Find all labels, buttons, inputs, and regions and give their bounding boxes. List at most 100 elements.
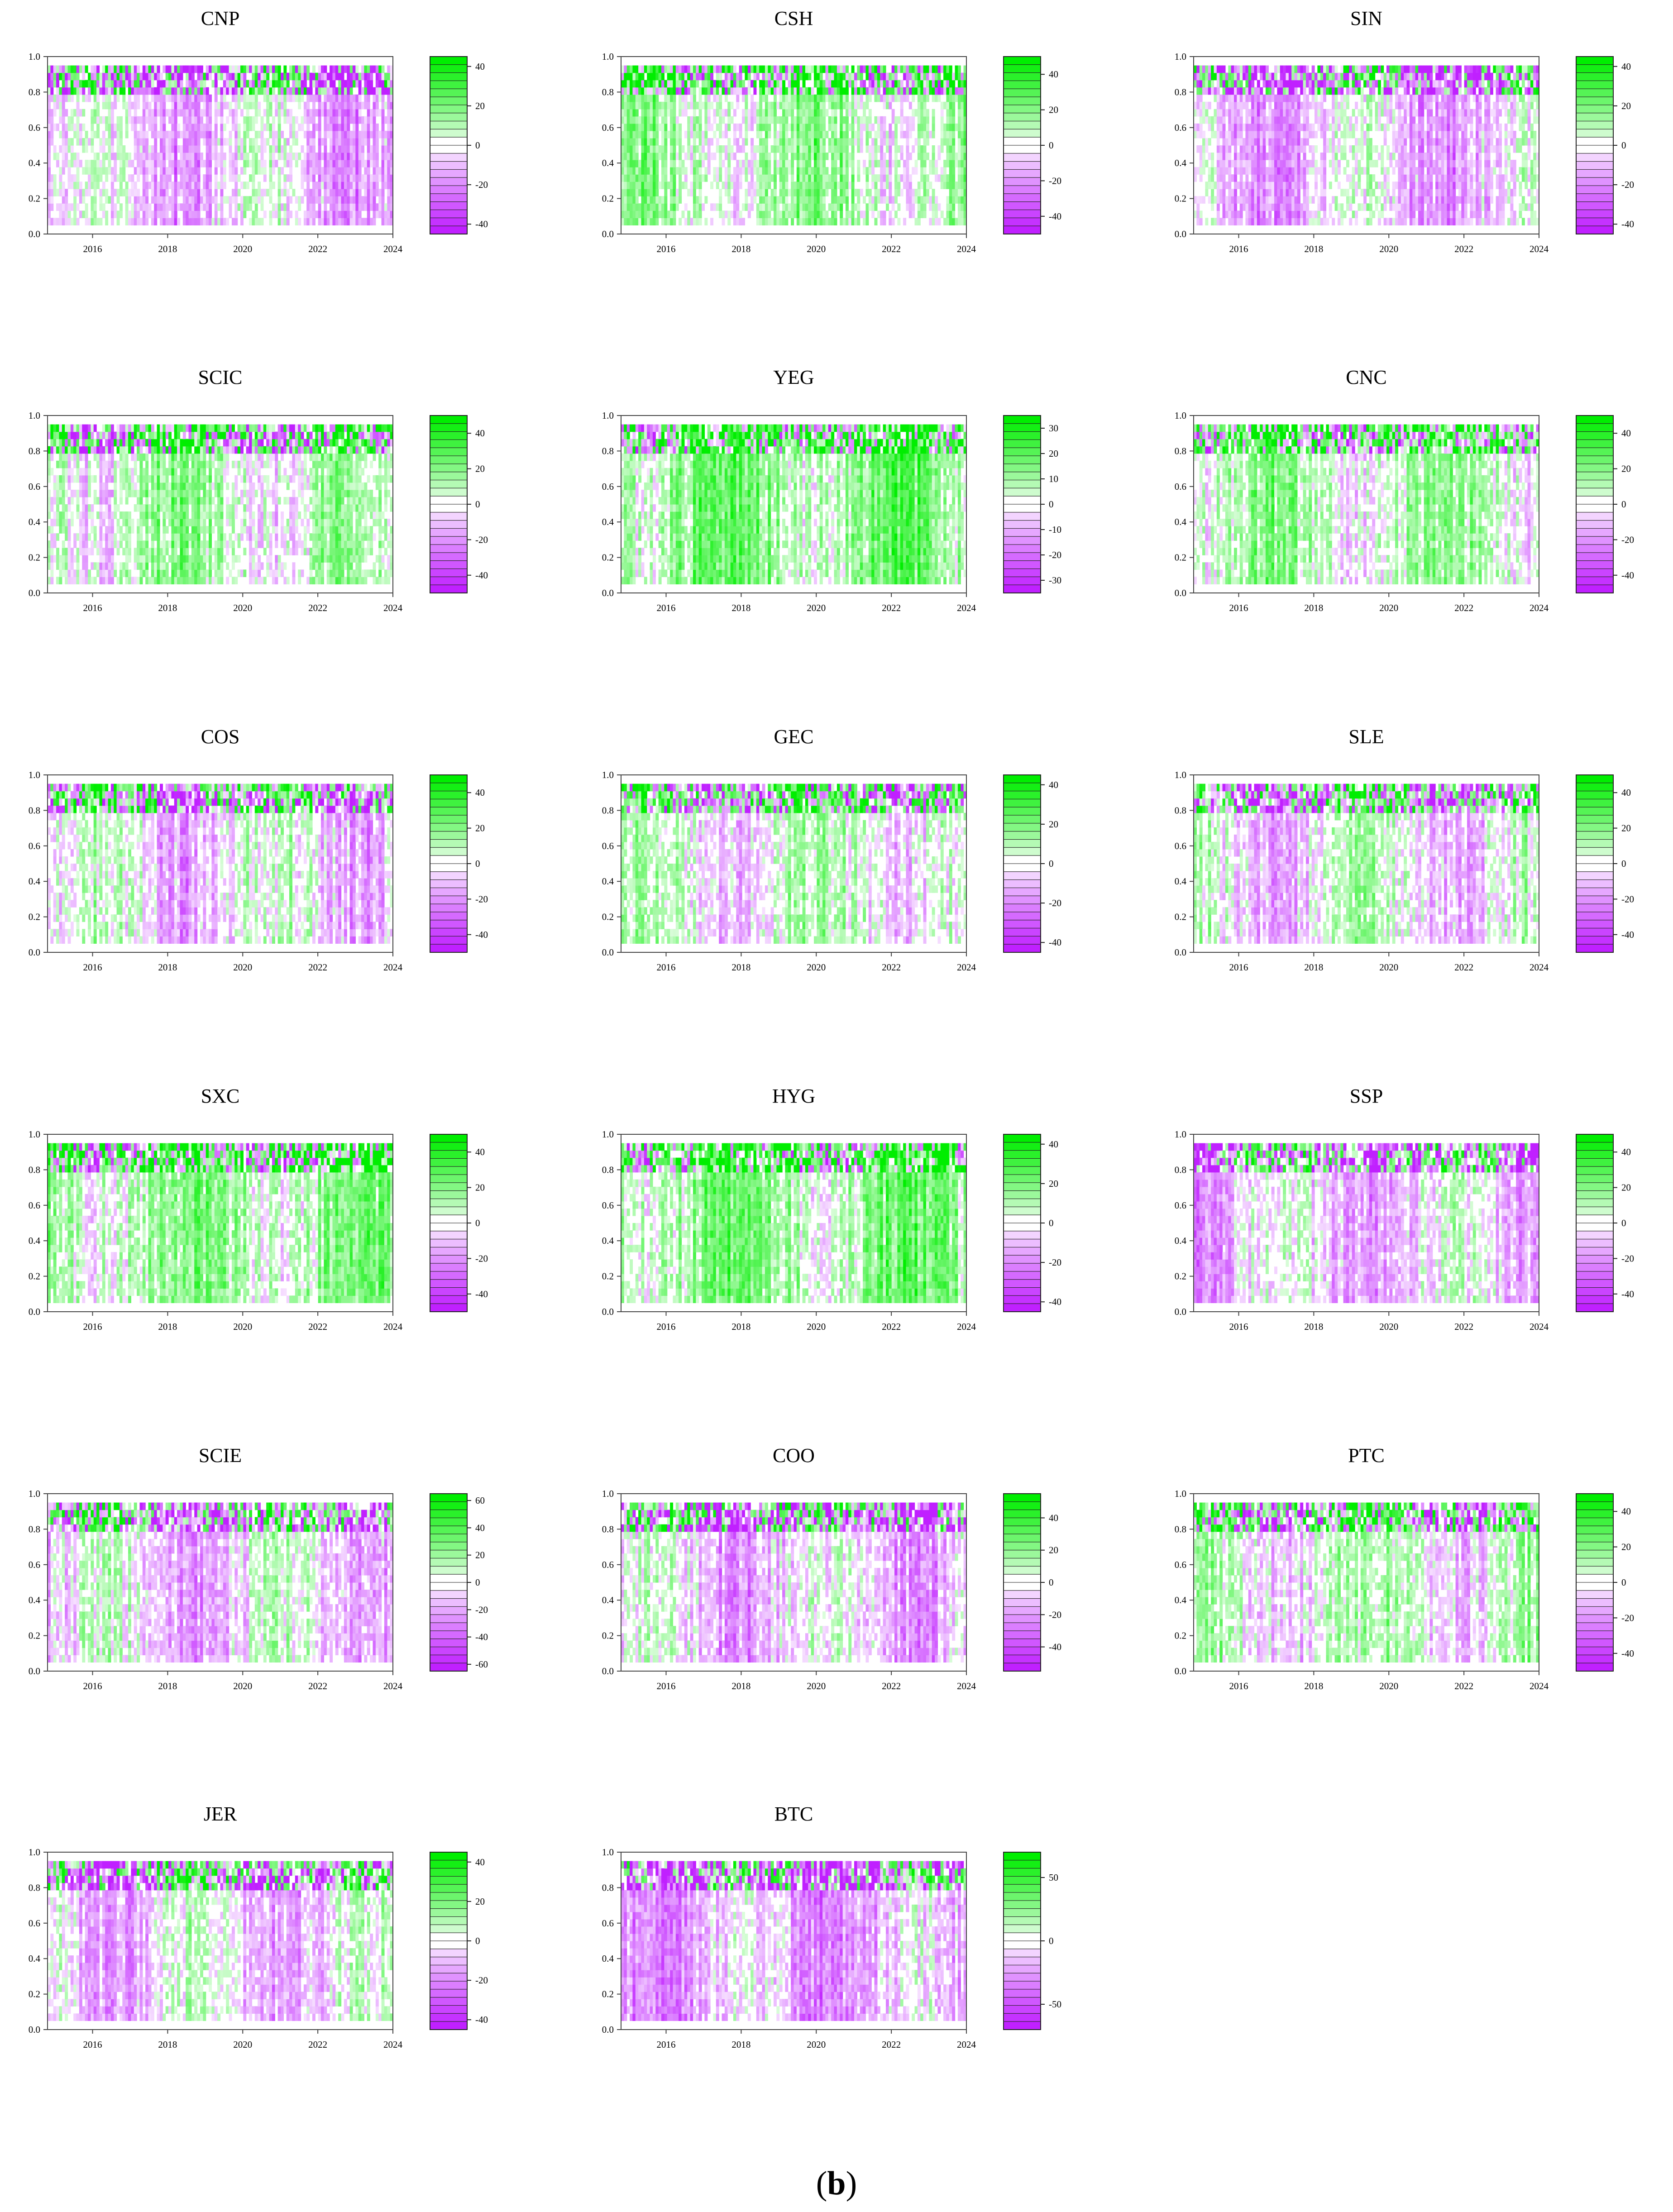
heatmap-cell: [62, 182, 65, 189]
heatmap-cell: [183, 203, 186, 211]
heatmap-cell: [166, 210, 169, 218]
heatmap-cell: [174, 87, 177, 95]
heatmap-cell: [174, 116, 177, 124]
heatmap-cell: [160, 167, 163, 175]
heatmap-cell: [62, 210, 65, 218]
heatmap-cell: [105, 116, 108, 124]
heatmap-cell: [197, 203, 201, 211]
heatmap-cell: [102, 210, 105, 218]
heatmap-cell: [71, 203, 74, 211]
heatmap-cell: [128, 153, 131, 160]
heatmap-cell: [108, 116, 111, 124]
heatmap-cells: [48, 66, 393, 225]
heatmap-cell: [65, 196, 68, 204]
heatmap-cell: [145, 210, 148, 218]
heatmap-cell: [211, 138, 215, 146]
heatmap-cell: [94, 218, 97, 225]
heatmap-cell: [215, 116, 218, 124]
heatmap-cell: [120, 167, 123, 175]
heatmap-cell: [206, 95, 209, 102]
heatmap-cell: [223, 87, 226, 95]
heatmap-cell: [166, 218, 169, 225]
heatmap-cell: [99, 116, 102, 124]
heatmap-cell: [157, 73, 160, 81]
heatmap-cell: [62, 109, 65, 117]
heatmap-cell: [194, 102, 197, 110]
heatmap-cell: [117, 66, 120, 73]
heatmap-cell: [168, 109, 172, 117]
heatmap-cell: [94, 131, 97, 139]
heatmap-cell: [191, 138, 195, 146]
heatmap-cell: [154, 116, 157, 124]
heatmap-cell: [102, 189, 105, 196]
heatmap-cell: [168, 80, 172, 88]
heatmap-cell: [139, 131, 143, 139]
heatmap-cell: [160, 102, 163, 110]
heatmap-cell: [157, 160, 160, 167]
heatmap-cell: [145, 138, 148, 146]
heatmap-cell: [122, 167, 125, 175]
heatmap-cell: [91, 196, 94, 204]
heatmap-cell: [62, 160, 65, 167]
heatmap-cell: [56, 124, 59, 131]
heatmap-cell: [177, 102, 180, 110]
heatmap-cell: [71, 153, 74, 160]
heatmap-cell: [82, 145, 85, 153]
heatmap-cell: [76, 124, 80, 131]
heatmap-cell: [183, 116, 186, 124]
heatmap-cell: [73, 66, 76, 73]
heatmap-cell: [160, 189, 163, 196]
heatmap-cell: [223, 138, 226, 146]
heatmap-cell: [168, 182, 172, 189]
heatmap-cell: [186, 210, 189, 218]
heatmap-cell: [122, 145, 125, 153]
heatmap-cell: [209, 116, 212, 124]
heatmap-cell: [99, 189, 102, 196]
heatmap-cell: [166, 80, 169, 88]
heatmap-cell: [168, 66, 172, 73]
heatmap-cell: [160, 73, 163, 81]
heatmap-cell: [160, 160, 163, 167]
heatmap-cell: [157, 95, 160, 102]
heatmap-cell: [139, 124, 143, 131]
heatmap-cell: [111, 145, 114, 153]
heatmap-cell: [117, 196, 120, 204]
heatmap-cell: [154, 124, 157, 131]
heatmap-cell: [68, 174, 71, 182]
heatmap-cell: [168, 145, 172, 153]
heatmap-cell: [166, 174, 169, 182]
heatmap-cell: [180, 95, 183, 102]
heatmap-cell: [151, 87, 154, 95]
heatmap-cell: [223, 182, 226, 189]
heatmap-cell: [189, 218, 192, 225]
heatmap-cell: [134, 196, 137, 204]
heatmap-cell: [88, 138, 91, 146]
heatmap-cell: [191, 174, 195, 182]
heatmap-cell: [50, 95, 53, 102]
heatmap-cell: [194, 210, 197, 218]
heatmap-cell: [189, 124, 192, 131]
heatmap-cell: [177, 87, 180, 95]
heatmap-cell: [211, 80, 215, 88]
heatmap-cell: [191, 210, 195, 218]
heatmap-cell: [174, 80, 177, 88]
heatmap-cell: [125, 182, 129, 189]
heatmap-cell: [148, 116, 152, 124]
heatmap-cell: [180, 203, 183, 211]
heatmap-cell: [209, 189, 212, 196]
heatmap-cell: [99, 160, 102, 167]
heatmap-cell: [174, 138, 177, 146]
heatmap-cell: [102, 153, 105, 160]
heatmap-cell: [94, 66, 97, 73]
heatmap-cell: [171, 210, 174, 218]
heatmap-cell: [160, 95, 163, 102]
heatmap-cell: [189, 138, 192, 146]
heatmap-cell: [180, 80, 183, 88]
heatmap-cell: [160, 196, 163, 204]
heatmap-cell: [206, 102, 209, 110]
heatmap-cell: [120, 66, 123, 73]
heatmap-cell: [154, 218, 157, 225]
heatmap-cell: [114, 174, 117, 182]
heatmap-cell: [105, 102, 108, 110]
heatmap-cell: [145, 73, 148, 81]
